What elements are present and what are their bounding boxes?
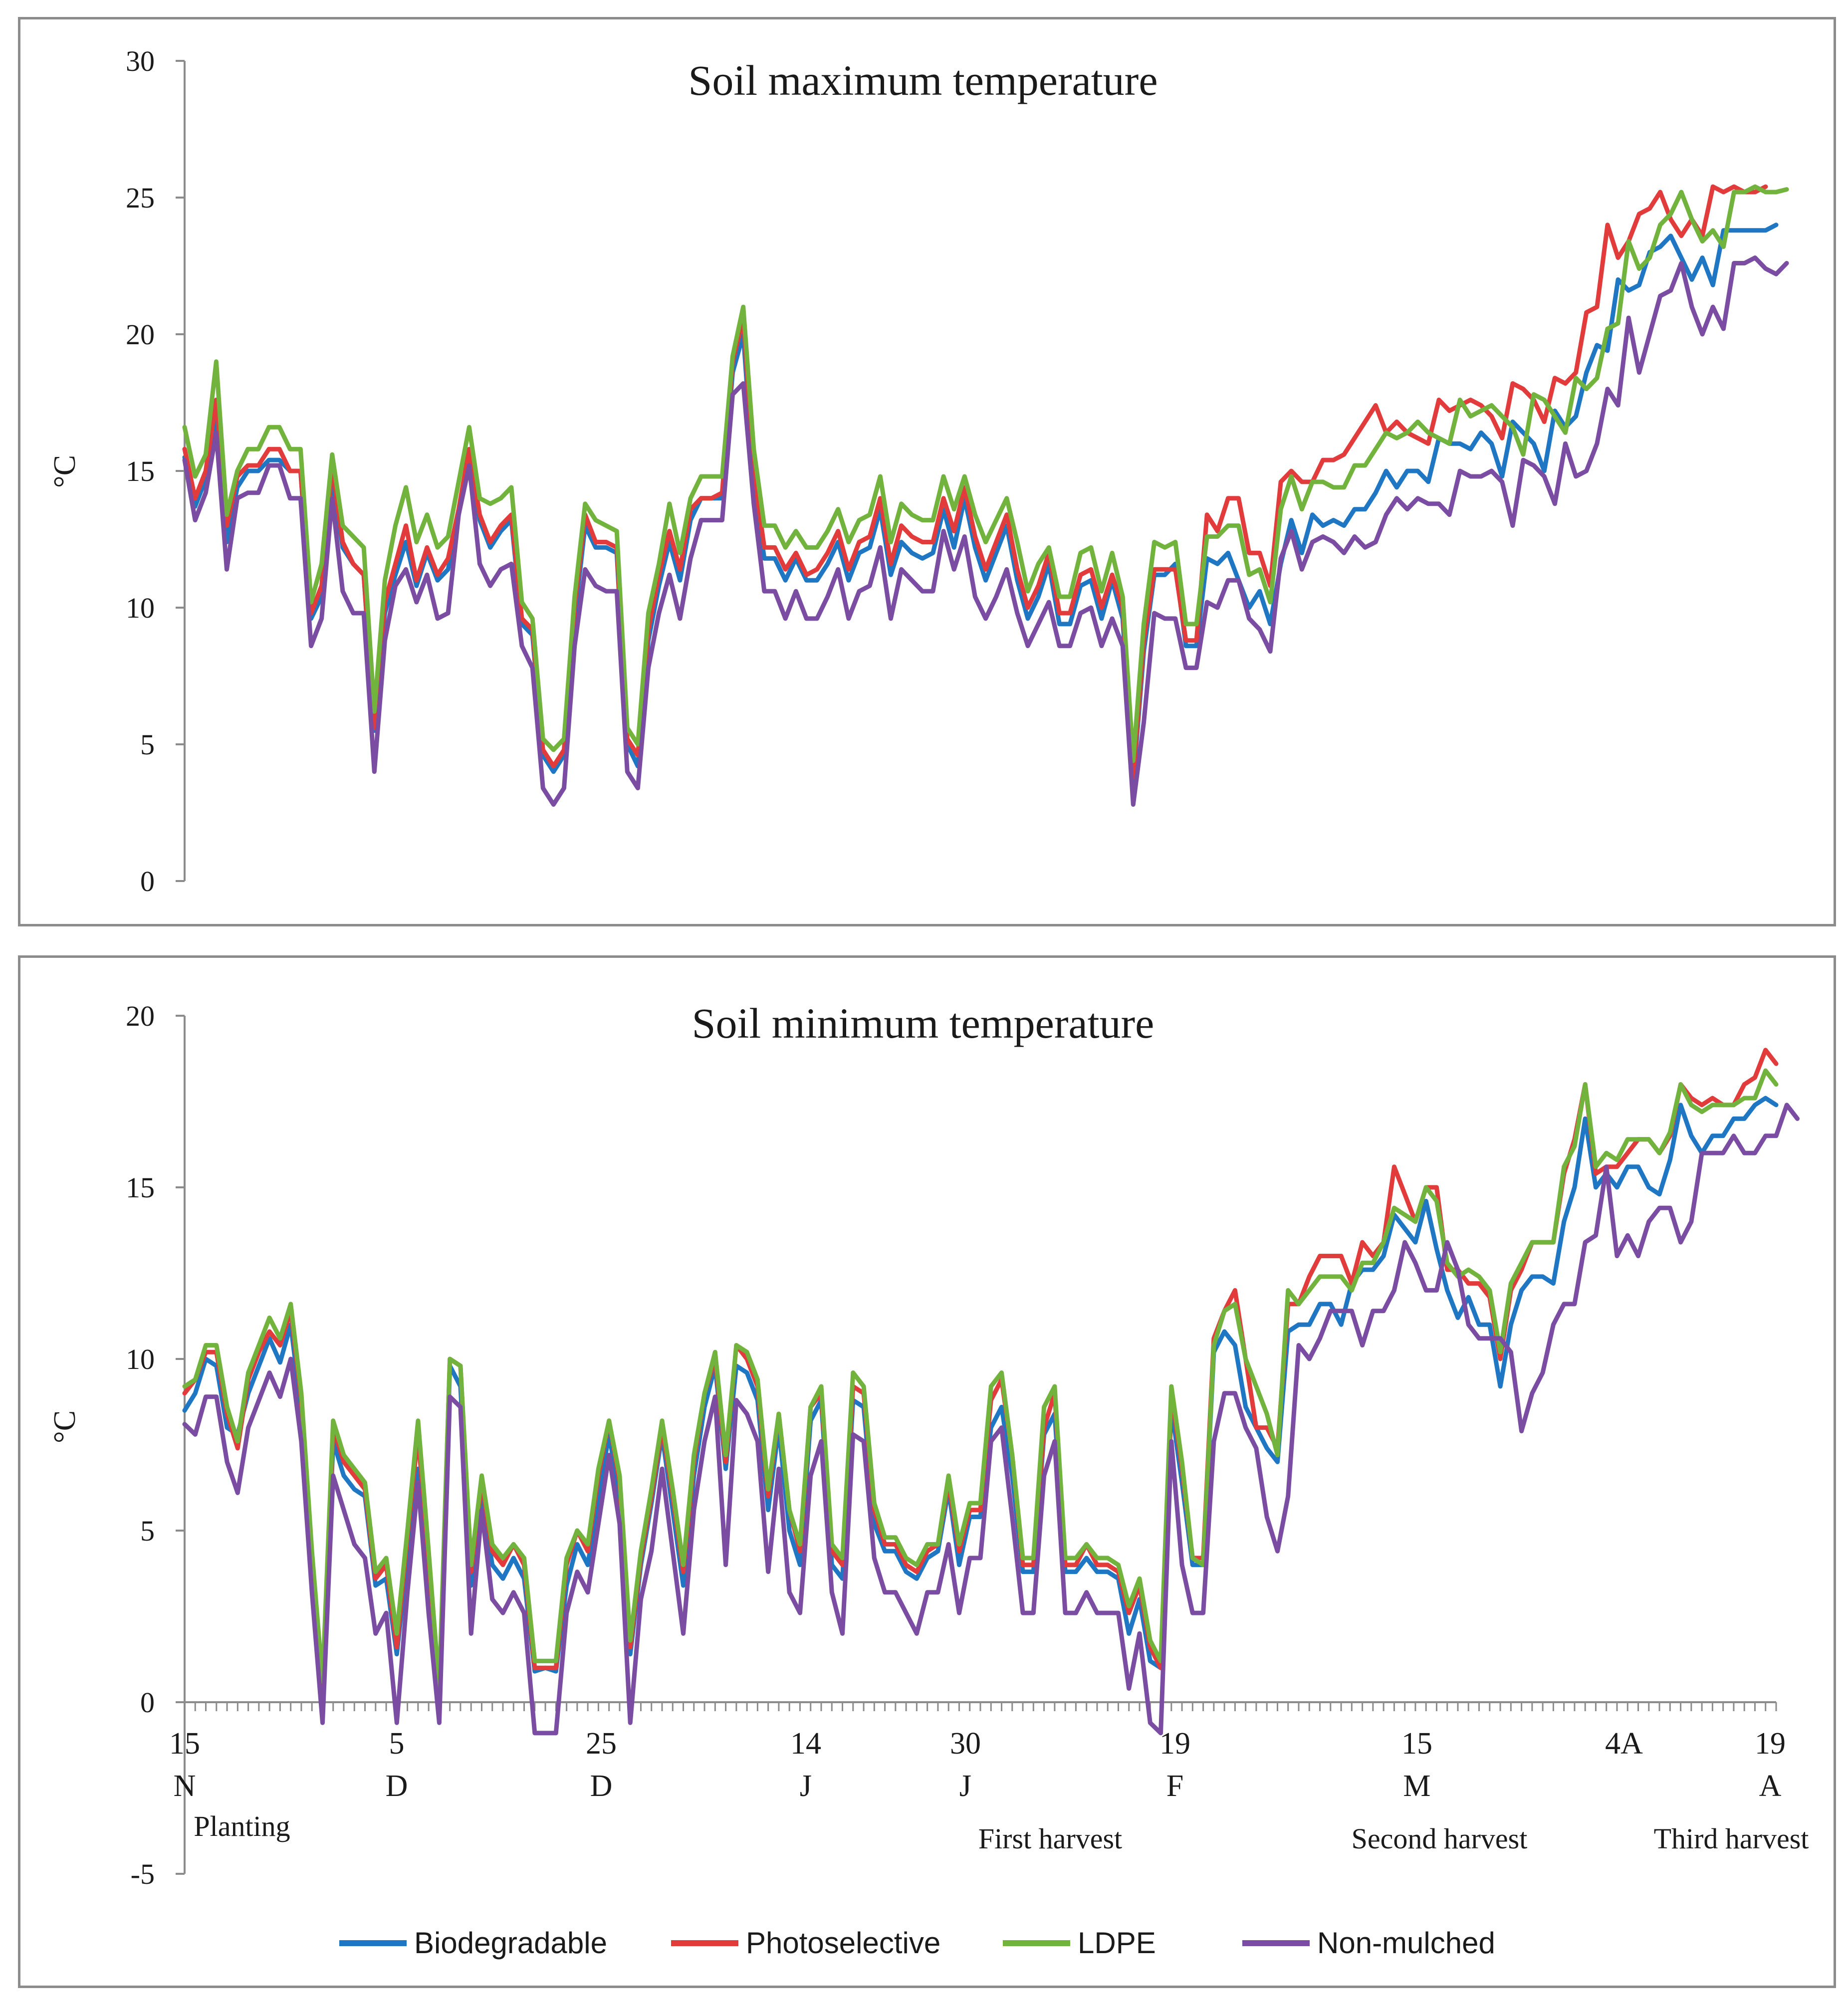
max-y-tick-label: 20 — [126, 318, 155, 351]
min-series-ldpe — [182, 1068, 1779, 1691]
min-y-tick-label: 10 — [126, 1343, 155, 1375]
event-label: Planting — [194, 1810, 290, 1842]
max-temp-chart: Soil maximum temperature °C 0 5 10 15 20 25 30 — [48, 45, 1789, 897]
x-tick-month-label: D — [386, 1769, 408, 1803]
x-tick-day-label: 15 — [1401, 1727, 1432, 1761]
legend-label: Biodegradable — [414, 1926, 607, 1960]
event-label: Third harvest — [1654, 1822, 1809, 1855]
x-tick-month-label: A — [1759, 1769, 1782, 1803]
top-chart-frame — [18, 17, 1836, 926]
event-label: Second harvest — [1352, 1822, 1528, 1855]
max-y-tick-label: 0 — [140, 865, 155, 897]
min-y-tick-label: 5 — [140, 1515, 155, 1547]
max-y-axis-label: °C — [48, 455, 82, 488]
min-series-non-mulched — [182, 1103, 1800, 1736]
max-y-tick-label: 10 — [126, 592, 155, 624]
min-y-axis-label: °C — [48, 1410, 82, 1443]
min-y-tick-label: 15 — [126, 1171, 155, 1204]
max-series-non-mulched — [182, 255, 1789, 807]
x-tick-day-label: 19 — [1159, 1727, 1190, 1761]
x-tick-month-label: F — [1166, 1769, 1183, 1803]
x-tick-day-label: 4A — [1605, 1727, 1643, 1761]
max-y-tick-label: 25 — [126, 182, 155, 214]
min-chart-title: Soil minimum temperature — [692, 999, 1155, 1047]
min-series-biodegradable — [182, 1096, 1779, 1705]
max-series-ldpe — [182, 184, 1789, 763]
min-series-photoselective — [182, 1048, 1779, 1705]
x-tick-day-label: 30 — [950, 1727, 981, 1761]
legend: Biodegradable Photoselective LDPE Non-mulch… — [339, 1926, 1495, 1960]
min-y-tick-label: -5 — [131, 1858, 155, 1890]
min-temp-chart: Soil minimum temperature °C -5 0 5 10 15 20 1… — [48, 999, 1809, 1890]
max-y-tick-label: 15 — [126, 455, 155, 487]
x-tick-day-label: 25 — [586, 1727, 617, 1761]
min-y-tick-label: 20 — [126, 1000, 155, 1032]
x-tick-day-label: 19 — [1755, 1727, 1786, 1761]
x-tick-month-label: M — [1403, 1769, 1430, 1803]
x-tick-month-label: D — [590, 1769, 613, 1803]
max-chart-title: Soil maximum temperature — [688, 56, 1157, 104]
legend-label: Non-mulched — [1317, 1926, 1495, 1960]
x-tick-day-label: 14 — [790, 1727, 821, 1761]
max-y-tick-label: 5 — [140, 728, 155, 761]
event-label: First harvest — [978, 1822, 1122, 1855]
x-tick-month-label: J — [959, 1769, 971, 1803]
legend-label: LDPE — [1078, 1926, 1156, 1960]
x-tick-day-label: 5 — [389, 1727, 405, 1761]
max-series-biodegradable — [182, 223, 1779, 785]
x-tick-month-label: N — [174, 1769, 196, 1803]
legend-label: Photoselective — [746, 1926, 940, 1960]
x-tick-month-label: J — [800, 1769, 812, 1803]
bottom-chart-frame — [18, 955, 1836, 1988]
max-series-photoselective — [182, 184, 1768, 780]
min-y-tick-label: 0 — [140, 1686, 155, 1719]
x-tick-day-label: 15 — [169, 1727, 200, 1761]
max-y-tick-label: 30 — [126, 45, 155, 77]
